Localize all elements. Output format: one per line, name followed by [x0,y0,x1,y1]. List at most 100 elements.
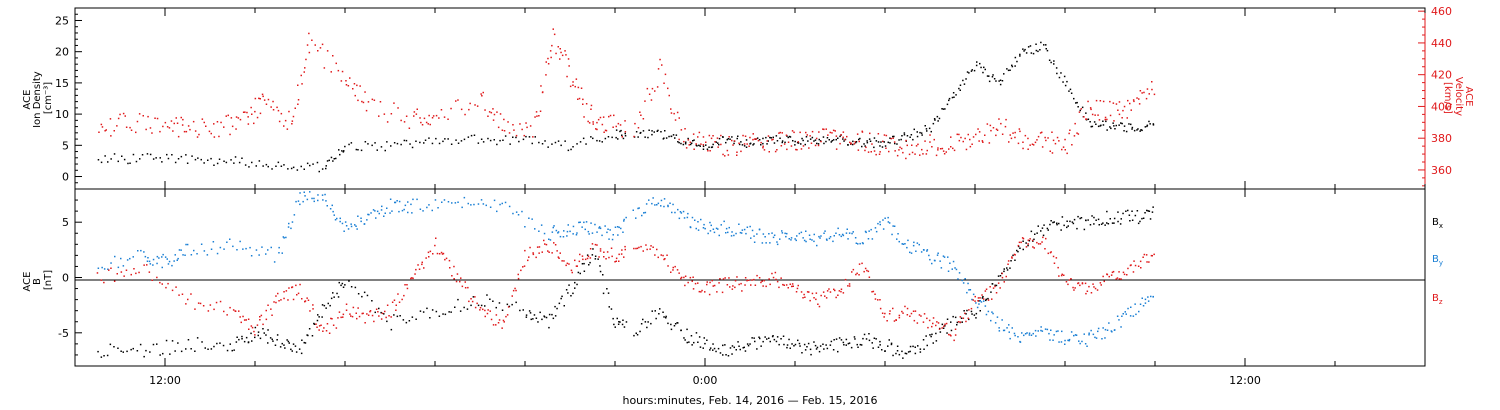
data-point [473,134,476,136]
data-point [1016,249,1018,252]
data-point [762,340,764,343]
top-right-tick-label: 440 [1431,37,1452,50]
data-point [803,239,806,242]
data-point [1066,220,1068,222]
data-point [230,159,232,161]
data-point [215,301,218,304]
data-point [97,350,99,353]
data-point [318,329,320,331]
data-point [321,168,324,170]
data-point [783,343,785,346]
data-point [538,230,540,232]
data-point [847,342,850,345]
data-point [450,107,452,110]
data-point [932,342,934,344]
data-point [574,85,576,88]
data-point [804,296,806,298]
data-point [308,51,311,54]
data-point [665,317,667,319]
data-point [700,218,702,221]
data-point [1016,60,1018,63]
data-point [301,339,303,341]
data-point [1116,277,1119,279]
data-point [817,144,820,147]
data-point [758,228,761,231]
data-point [753,143,755,145]
data-point [255,249,258,251]
data-point [486,312,489,315]
data-point [360,217,362,219]
data-point [448,311,450,313]
data-point [278,252,280,254]
data-point [371,144,373,147]
data-point [489,206,492,208]
data-point [855,242,858,244]
data-point [818,305,821,308]
legend-bz-base: B [1432,293,1439,304]
data-point [482,203,485,205]
data-point [182,254,184,256]
data-point [229,238,231,240]
data-point [741,290,743,292]
data-point [165,286,167,289]
data-point [1111,271,1114,274]
data-point [467,136,470,138]
data-point [412,198,414,201]
data-point [143,355,145,358]
data-point [290,348,292,351]
data-point [642,250,644,252]
data-point [828,139,830,141]
data-point [1035,335,1037,337]
top-right-tick-label: 400 [1431,100,1452,113]
data-point [367,101,370,103]
data-point [919,131,921,134]
data-point [708,134,711,137]
data-point [745,232,747,235]
data-point [901,135,903,137]
data-point [934,119,936,121]
data-point [591,232,594,234]
data-point [650,245,652,247]
data-point [572,292,574,295]
data-point [286,339,288,341]
data-point [922,153,924,155]
data-point [895,319,897,321]
data-point [794,343,797,346]
data-point [663,316,665,318]
data-point [752,144,754,146]
data-point [913,128,915,131]
data-point [383,215,385,217]
data-point [482,141,485,143]
data-point [257,331,260,333]
data-point [1014,259,1016,261]
data-point [1045,237,1047,240]
data-point [829,344,832,346]
data-point [397,107,399,109]
data-point [284,347,286,349]
data-point [1022,48,1024,50]
data-point [743,143,746,145]
data-point [484,309,486,312]
data-point [330,297,333,300]
data-point [259,98,261,100]
data-point [612,317,614,320]
data-point [742,134,744,137]
data-point [1027,243,1029,245]
data-point [646,326,648,329]
data-point [985,288,988,290]
data-point [745,146,748,148]
data-point [270,308,272,310]
data-point [898,139,900,141]
data-point [1096,289,1099,291]
data-point [1039,243,1042,245]
data-point [529,246,531,249]
data-point [718,137,721,140]
data-point [1060,274,1063,277]
data-point [788,135,791,138]
data-point [374,311,376,314]
data-point [1058,140,1060,142]
data-point [189,128,191,131]
data-point [835,232,837,234]
data-point [782,335,785,337]
data-point [1088,285,1090,288]
